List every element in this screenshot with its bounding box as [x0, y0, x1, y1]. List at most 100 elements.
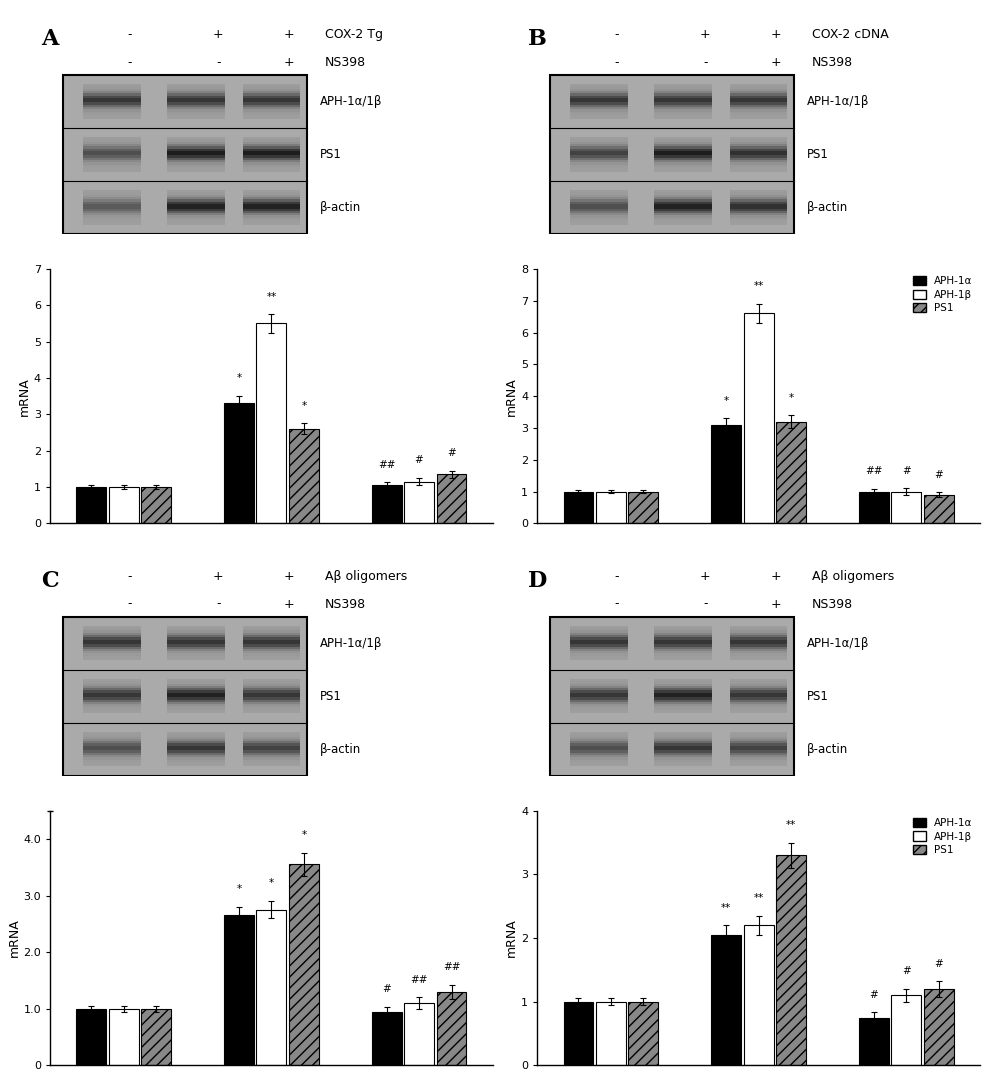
Bar [243, 209, 300, 211]
Bar [730, 96, 787, 98]
Text: +: + [771, 598, 782, 611]
Bar [83, 655, 141, 658]
Bar [654, 734, 712, 737]
Bar [83, 633, 141, 635]
Bar [83, 700, 141, 702]
Bar [744, 313, 774, 524]
Text: +: + [213, 28, 224, 41]
Text: -: - [127, 570, 132, 583]
Bar [83, 207, 141, 209]
Text: -: - [127, 55, 132, 68]
Bar [730, 695, 787, 697]
Bar [167, 96, 225, 98]
Bar [570, 695, 628, 697]
Bar [243, 114, 300, 116]
Bar [243, 642, 300, 645]
Bar [167, 217, 225, 220]
Bar [730, 155, 787, 158]
Bar [83, 762, 141, 764]
Bar [654, 697, 712, 700]
Text: APH-1α/1β: APH-1α/1β [320, 637, 383, 650]
Bar [654, 158, 712, 160]
Text: PS1: PS1 [320, 689, 342, 702]
Bar [550, 75, 794, 128]
Bar [83, 679, 141, 682]
Bar [167, 732, 225, 734]
Bar [550, 723, 794, 776]
Bar [730, 84, 787, 86]
Bar [654, 746, 712, 748]
Bar [243, 700, 300, 702]
Bar [167, 137, 225, 139]
Bar [570, 744, 628, 746]
Bar [891, 996, 921, 1065]
Text: **: ** [753, 894, 764, 903]
Text: -: - [703, 598, 708, 611]
Bar [243, 223, 300, 225]
Bar [570, 637, 628, 639]
Bar [83, 151, 141, 153]
Bar [289, 864, 319, 1065]
Bar [654, 651, 712, 653]
Bar [730, 741, 787, 744]
Bar [243, 764, 300, 766]
Bar [730, 91, 787, 93]
Bar [83, 695, 141, 697]
Bar [730, 633, 787, 635]
Bar [141, 1009, 171, 1065]
Bar [654, 626, 712, 628]
Bar [167, 102, 225, 104]
Bar [404, 482, 434, 524]
Bar [570, 658, 628, 661]
Bar [570, 104, 628, 107]
Bar [654, 748, 712, 750]
Bar [730, 158, 787, 160]
Bar [730, 201, 787, 204]
Bar [570, 170, 628, 172]
Bar [730, 167, 787, 170]
Bar [654, 764, 712, 766]
Text: #: # [415, 455, 423, 465]
Bar [167, 220, 225, 223]
Bar [859, 1017, 889, 1065]
Bar [654, 143, 712, 147]
Bar [83, 758, 141, 760]
Bar [83, 147, 141, 149]
Bar [730, 628, 787, 630]
Bar [654, 195, 712, 197]
Bar [83, 686, 141, 688]
Bar [167, 116, 225, 118]
Bar [730, 655, 787, 658]
Bar [654, 688, 712, 690]
Bar [654, 760, 712, 762]
Bar [167, 195, 225, 197]
Bar [730, 739, 787, 741]
Bar [167, 649, 225, 651]
Bar [570, 741, 628, 744]
Bar [167, 211, 225, 213]
Bar [167, 626, 225, 628]
Bar [83, 84, 141, 86]
Bar [83, 626, 141, 628]
Bar [596, 491, 626, 524]
Bar [654, 744, 712, 746]
Bar [730, 139, 787, 141]
Bar [654, 690, 712, 692]
Text: APH-1α/1β: APH-1α/1β [807, 637, 870, 650]
Bar [730, 637, 787, 639]
Bar [83, 192, 141, 195]
Bar [83, 658, 141, 661]
Bar [654, 190, 712, 192]
Y-axis label: mRNA: mRNA [505, 377, 518, 415]
Bar [654, 704, 712, 707]
Bar [730, 760, 787, 762]
Bar [167, 651, 225, 653]
Bar [243, 84, 300, 86]
Bar [83, 86, 141, 89]
Bar [730, 151, 787, 153]
Bar [243, 160, 300, 162]
Bar [570, 114, 628, 116]
Bar [243, 151, 300, 153]
Bar [243, 690, 300, 692]
Bar [570, 746, 628, 748]
